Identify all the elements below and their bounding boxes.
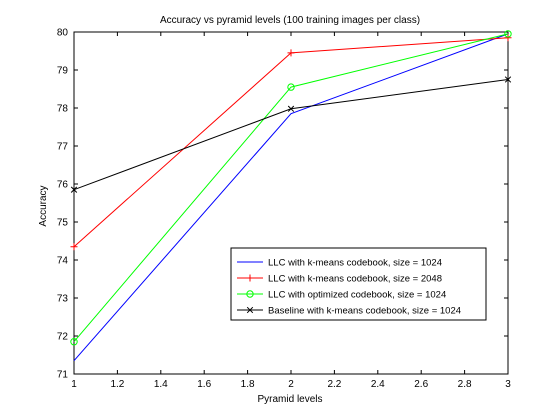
y-tick-label: 76 bbox=[57, 180, 69, 191]
series-line bbox=[73, 33, 509, 362]
legend: LLC with k-means codebook, size = 1024 LL… bbox=[230, 247, 487, 321]
y-tick-label: 77 bbox=[57, 142, 69, 153]
x-tick-label: 1.4 bbox=[154, 379, 168, 390]
x-tick-label: 2.2 bbox=[327, 379, 341, 390]
legend-label: Baseline with k-means codebook, size = 1… bbox=[268, 306, 461, 317]
x-tick-label: 1.6 bbox=[197, 379, 211, 390]
data-point bbox=[504, 76, 512, 83]
x-tick-label: 2 bbox=[288, 379, 294, 390]
data-point bbox=[287, 105, 295, 112]
legend-marker bbox=[246, 274, 254, 282]
plot-frame bbox=[73, 31, 509, 375]
x-tick-label: 1 bbox=[71, 379, 77, 390]
x-tick-label: 2.8 bbox=[458, 379, 472, 390]
y-tick-label: 80 bbox=[57, 28, 69, 39]
data-point bbox=[504, 30, 512, 38]
data-point bbox=[70, 338, 78, 346]
data-point bbox=[287, 49, 295, 57]
series-2 bbox=[70, 34, 512, 251]
series-line bbox=[73, 33, 509, 343]
legend-label: LLC with optimized codebook, size = 1024 bbox=[268, 290, 446, 301]
series-layer bbox=[70, 30, 512, 362]
x-tick-label: 2.4 bbox=[371, 379, 385, 390]
axis-ticks: 1 1.2 1.4 1.6 1.8 2 2.2 2.4 2.6 2.8 3 71 72 73 74 75 76 7… bbox=[57, 28, 511, 391]
x-tick-label: 3 bbox=[505, 379, 511, 390]
legend-label: LLC with k-means codebook, size = 2048 bbox=[268, 274, 442, 285]
data-point bbox=[504, 34, 512, 42]
legend-item: LLC with optimized codebook, size = 1024 bbox=[237, 290, 446, 301]
y-tick-label: 71 bbox=[57, 370, 69, 381]
y-tick-label: 75 bbox=[57, 218, 69, 229]
y-axis-label: Accuracy bbox=[38, 185, 49, 226]
series-4 bbox=[70, 76, 512, 193]
legend-item: Baseline with k-means codebook, size = 1… bbox=[237, 306, 461, 317]
x-axis-label: Pyramid levels bbox=[257, 394, 322, 405]
x-tick-label: 2.6 bbox=[414, 379, 428, 390]
legend-marker bbox=[246, 306, 254, 314]
series-1 bbox=[73, 33, 509, 362]
legend-item: LLC with k-means codebook, size = 2048 bbox=[237, 274, 442, 285]
y-tick-label: 74 bbox=[57, 256, 69, 267]
data-point bbox=[70, 186, 78, 193]
chart-title: Accuracy vs pyramid levels (100 training… bbox=[160, 15, 420, 26]
y-tick-label: 73 bbox=[57, 294, 69, 305]
y-tick-label: 79 bbox=[57, 66, 69, 77]
legend-marker bbox=[246, 290, 254, 298]
data-point bbox=[287, 83, 295, 91]
x-tick-label: 1.8 bbox=[241, 379, 255, 390]
series-3 bbox=[70, 30, 512, 346]
legend-label: LLC with k-means codebook, size = 1024 bbox=[268, 258, 442, 269]
legend-item: LLC with k-means codebook, size = 1024 bbox=[237, 258, 442, 269]
y-tick-label: 72 bbox=[57, 332, 69, 343]
x-tick-label: 1.2 bbox=[110, 379, 124, 390]
data-point bbox=[70, 243, 78, 251]
legend-box bbox=[230, 247, 487, 321]
y-tick-label: 78 bbox=[57, 104, 69, 115]
